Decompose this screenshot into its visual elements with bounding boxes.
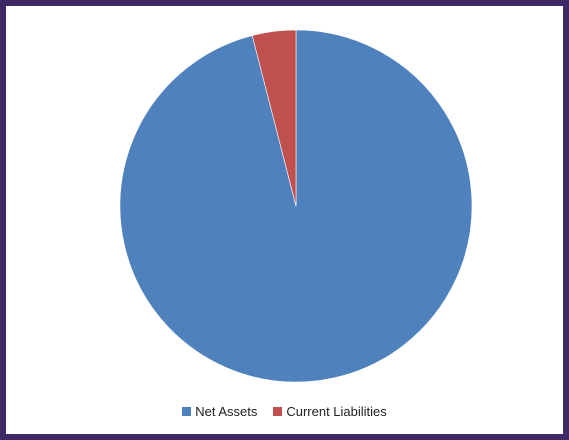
- legend-label-net-assets: Net Assets: [195, 404, 258, 419]
- pie-slice-net-assets: [119, 29, 473, 383]
- chart-legend: Net Assets Current Liabilities: [0, 404, 569, 419]
- legend-swatch-current-liabilities: [273, 407, 283, 416]
- legend-swatch-net-assets: [182, 407, 192, 416]
- pie-slice-current-liabilities: [251, 29, 297, 207]
- legend-item-current-liabilities: Current Liabilities: [273, 404, 387, 419]
- legend-item-net-assets: Net Assets: [182, 404, 257, 419]
- legend-label-current-liabilities: Current Liabilities: [286, 404, 387, 419]
- pie-chart-area: [119, 29, 473, 383]
